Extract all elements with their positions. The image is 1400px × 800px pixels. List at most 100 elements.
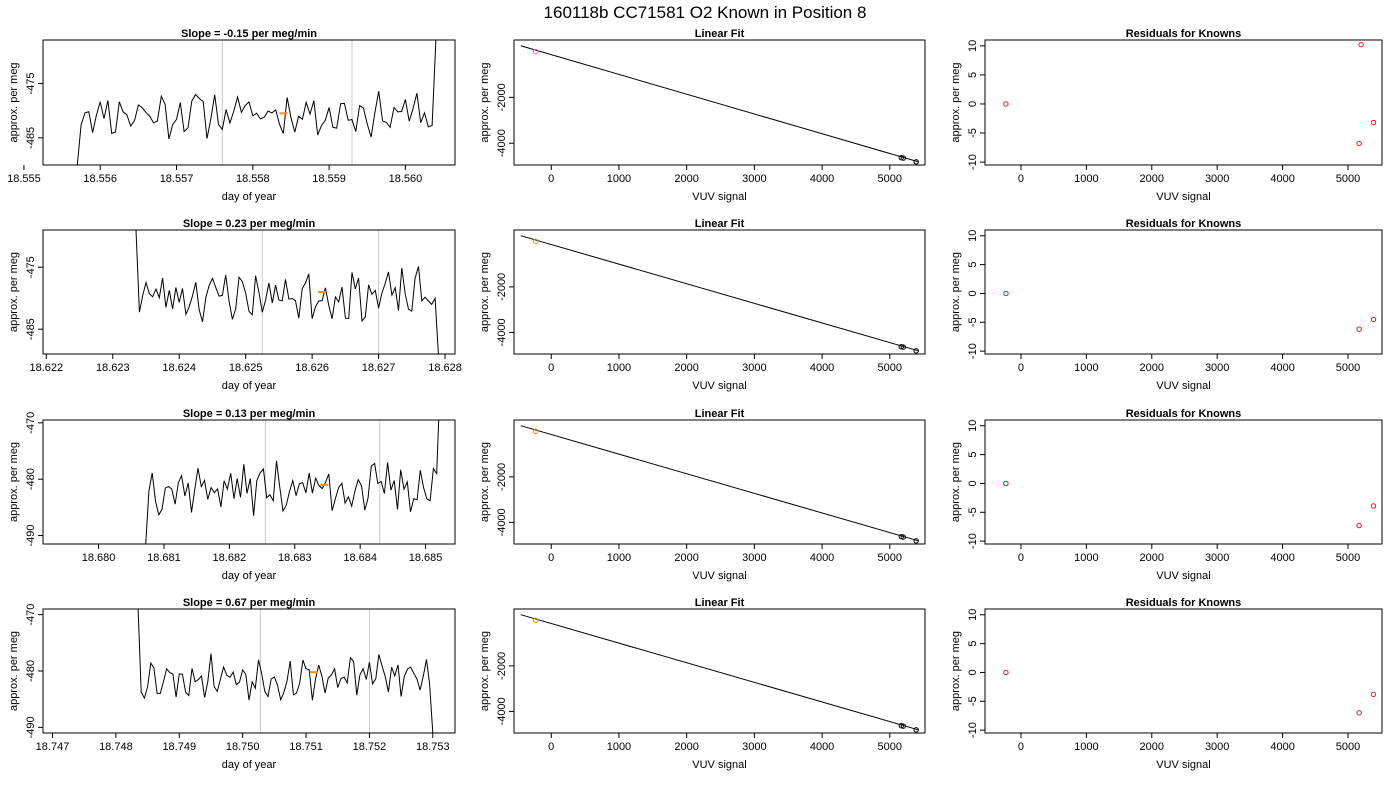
y-axis: -4000 -2000 approx. per meg — [479, 631, 514, 725]
x-tick-label: 0 — [1018, 173, 1024, 185]
y-tick-label: -10 — [967, 722, 979, 738]
x-tick-label: 3000 — [742, 173, 766, 185]
x-tick-label: 5000 — [878, 173, 902, 185]
x-tick-label: 18.748 — [99, 741, 133, 753]
y-tick-label: 0 — [967, 290, 979, 296]
y-axis-label: approx. per meg — [479, 252, 491, 332]
data-point — [1356, 140, 1362, 147]
x-tick-label: 1000 — [607, 741, 631, 753]
x-tick-label: 18.753 — [416, 741, 450, 753]
plot-frame — [42, 229, 456, 355]
y-axis: -490 -480 -470 approx. per meg — [8, 604, 43, 738]
y-axis-label: approx. per meg — [8, 631, 20, 711]
data-point — [900, 723, 907, 729]
data-point — [900, 344, 907, 350]
plot-frame — [513, 229, 926, 355]
x-tick-label: 3000 — [742, 552, 766, 564]
plot-frame — [513, 419, 926, 545]
panel-title: Linear Fit — [695, 28, 745, 40]
plot-area — [1003, 669, 1377, 716]
y-axis-label: approx. per meg — [479, 62, 491, 142]
x-tick-label: 18.752 — [353, 741, 387, 753]
x-tick-label: 4000 — [1270, 552, 1294, 564]
y-axis-label: approx. per meg — [950, 252, 962, 332]
data-point — [900, 155, 907, 161]
x-tick-label: 3000 — [1205, 741, 1229, 753]
x-axis-label: VUV signal — [692, 570, 746, 582]
y-axis-label: approx. per meg — [950, 442, 962, 522]
y-tick-label: -4000 — [496, 697, 508, 725]
x-tick-label: 5000 — [1336, 362, 1360, 374]
x-axis-label: VUV signal — [1156, 380, 1210, 392]
panel-title: Slope = 0.13 per meg/min — [183, 408, 316, 420]
y-tick-label: -480 — [25, 468, 37, 490]
y-tick-label: -485 — [25, 318, 37, 340]
y-axis: -10 -5 0 5 10 approx. per meg — [950, 230, 985, 359]
x-tick-label: 4000 — [1270, 362, 1294, 374]
x-tick-label: 18.682 — [213, 552, 247, 564]
x-tick-label: 0 — [548, 362, 554, 374]
y-axis: -4000 -2000 approx. per meg — [479, 62, 514, 157]
x-axis: 18.622 18.623 18.624 18.625 18.626 18.627 18.6… — [29, 354, 462, 392]
plot-area — [1003, 480, 1377, 529]
panel-title: Slope = 0.23 per meg/min — [183, 218, 316, 230]
x-tick-label: 18.560 — [389, 173, 423, 185]
data-point — [1003, 480, 1009, 487]
panel-row2-fit: Linear Fit 0 1000 2000 3000 4000 5000 VUV signa… — [479, 218, 926, 392]
plot-area — [1003, 290, 1377, 332]
x-tick-label: 2000 — [674, 741, 698, 753]
x-tick-label: 18.681 — [147, 552, 181, 564]
data-point — [1003, 101, 1009, 107]
x-tick-label: 4000 — [810, 741, 834, 753]
y-tick-label: 5 — [967, 72, 979, 78]
plot-frame — [513, 608, 926, 734]
y-axis-label: approx. per meg — [479, 631, 491, 711]
panel-title: Linear Fit — [695, 597, 745, 609]
x-tick-label: 0 — [548, 173, 554, 185]
x-axis-label: VUV signal — [692, 759, 746, 771]
x-tick-label: 4000 — [810, 362, 834, 374]
y-tick-label: 0 — [967, 480, 979, 486]
x-tick-label: 18.558 — [236, 173, 270, 185]
x-tick-label: 0 — [548, 552, 554, 564]
x-tick-label: 0 — [548, 741, 554, 753]
x-axis: 18.747 18.748 18.749 18.750 18.751 18.752 18.7… — [36, 733, 450, 771]
plot-frame — [984, 39, 1383, 166]
x-tick-label: 5000 — [1336, 741, 1360, 753]
data-point — [532, 617, 539, 624]
x-tick-label: 5000 — [1336, 173, 1360, 185]
x-tick-label: 3000 — [742, 741, 766, 753]
x-tick-label: 18.680 — [82, 552, 116, 564]
fit-line — [520, 614, 919, 731]
x-tick-label: 3000 — [742, 362, 766, 374]
panel-title: Slope = -0.15 per meg/min — [181, 28, 317, 40]
x-tick-label: 2000 — [1140, 362, 1164, 374]
data-point — [898, 154, 905, 161]
data-point — [1356, 710, 1362, 716]
y-tick-label: -480 — [25, 660, 37, 682]
x-axis-label: VUV signal — [692, 191, 746, 203]
x-tick-label: 18.622 — [29, 362, 63, 374]
x-tick-label: 5000 — [878, 741, 902, 753]
y-tick-label: -2000 — [496, 273, 508, 301]
y-tick-label: 10 — [967, 609, 979, 621]
y-axis: -10 -5 0 5 10 approx. per meg — [950, 420, 985, 549]
x-tick-label: 18.559 — [312, 173, 346, 185]
y-axis-label: approx. per meg — [8, 62, 20, 142]
x-tick-label: 18.684 — [343, 552, 377, 564]
y-axis-label: approx. per meg — [8, 442, 20, 522]
data-point — [1370, 503, 1377, 509]
x-tick-label: 1000 — [607, 552, 631, 564]
x-axis-label: VUV signal — [1156, 759, 1210, 771]
y-tick-label: -2000 — [496, 83, 508, 111]
x-axis: 0 1000 2000 3000 4000 5000 VUV signal — [548, 165, 902, 203]
x-tick-label: 18.683 — [278, 552, 312, 564]
data-point — [900, 534, 907, 540]
y-axis: -10 -5 0 5 10 approx. per meg — [950, 40, 985, 170]
x-tick-label: 3000 — [1205, 173, 1229, 185]
y-axis: -490 -480 -470 approx. per meg — [8, 412, 43, 547]
time-series-line — [135, 230, 439, 354]
